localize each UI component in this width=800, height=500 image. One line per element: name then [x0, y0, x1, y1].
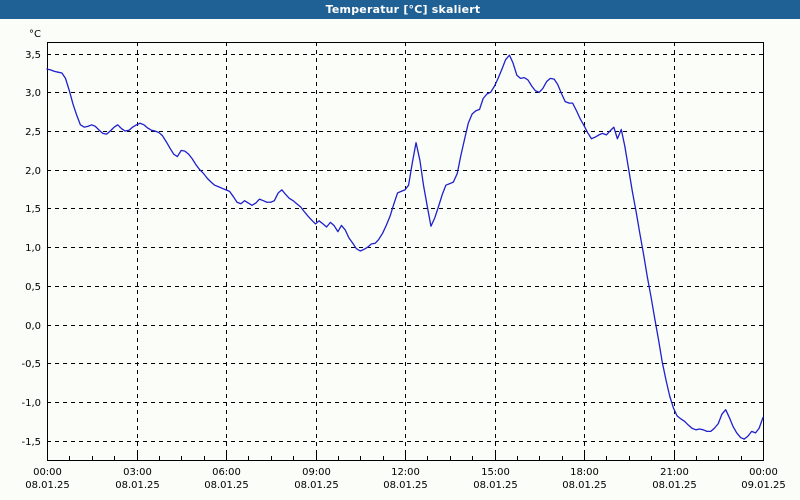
grid-layer	[47, 42, 763, 460]
x-tick-label-time: 00:00	[33, 467, 62, 478]
x-tick-label-date: 09.01.25	[741, 480, 786, 491]
y-tick-label: 3,0	[25, 88, 41, 99]
plot-frame	[47, 42, 764, 461]
x-tick-label-date: 08.01.25	[652, 480, 697, 491]
x-tick-label-time: 15:00	[481, 467, 510, 478]
y-tick-label: 1,5	[25, 204, 41, 215]
x-tick-label-date: 08.01.25	[294, 480, 339, 491]
series-layer	[46, 54, 764, 440]
y-tick-label: -1,5	[21, 437, 41, 448]
x-tick-label-date: 08.01.25	[25, 480, 70, 491]
x-tick-label-time: 12:00	[391, 467, 420, 478]
x-tick-label-date: 08.01.25	[115, 480, 160, 491]
x-tick-label-date: 08.01.25	[383, 480, 428, 491]
y-tick-label: 0,0	[25, 321, 41, 332]
x-tick-label-time: 09:00	[302, 467, 331, 478]
y-tick-label: 3,5	[25, 50, 41, 61]
x-tick-label-date: 08.01.25	[473, 480, 518, 491]
x-tick-label-time: 03:00	[123, 467, 152, 478]
x-tick-label-time: 06:00	[212, 467, 241, 478]
temperature-line-chart: 3,5 3,0 2,5 2,0 1,5 1,0 0,5 0,0 -0,5 -1,0 -1,5 00:0…	[0, 19, 800, 500]
y-tick-label: 1,0	[25, 243, 41, 254]
axis-layer	[47, 42, 764, 461]
y-tick-label: -0,5	[21, 359, 41, 370]
plot-host: 3,5 3,0 2,5 2,0 1,5 1,0 0,5 0,0 -0,5 -1,0 -1,5 00:0…	[0, 19, 800, 500]
x-tick-label-date: 08.01.25	[204, 480, 249, 491]
x-tick-label-date: 08.01.25	[562, 480, 607, 491]
x-tick-label-time: 18:00	[570, 467, 599, 478]
temperature-series-line	[46, 54, 764, 440]
y-tick-label: -1,0	[21, 398, 41, 409]
window-title-bar: Temperatur [°C] skaliert	[3, 0, 800, 19]
x-tick-label-time: 00:00	[749, 467, 778, 478]
x-tick-label-time: 21:00	[660, 467, 689, 478]
y-tick-label: 2,5	[25, 127, 41, 138]
y-tick-label: 0,5	[25, 282, 41, 293]
y-tick-label: 2,0	[25, 166, 41, 177]
chart-background	[0, 19, 800, 500]
y-axis-unit-label: °C	[29, 29, 41, 40]
axis-label-layer: 3,5 3,0 2,5 2,0 1,5 1,0 0,5 0,0 -0,5 -1,0 -1,5 00:0…	[21, 50, 785, 491]
tick-layer	[47, 54, 764, 460]
